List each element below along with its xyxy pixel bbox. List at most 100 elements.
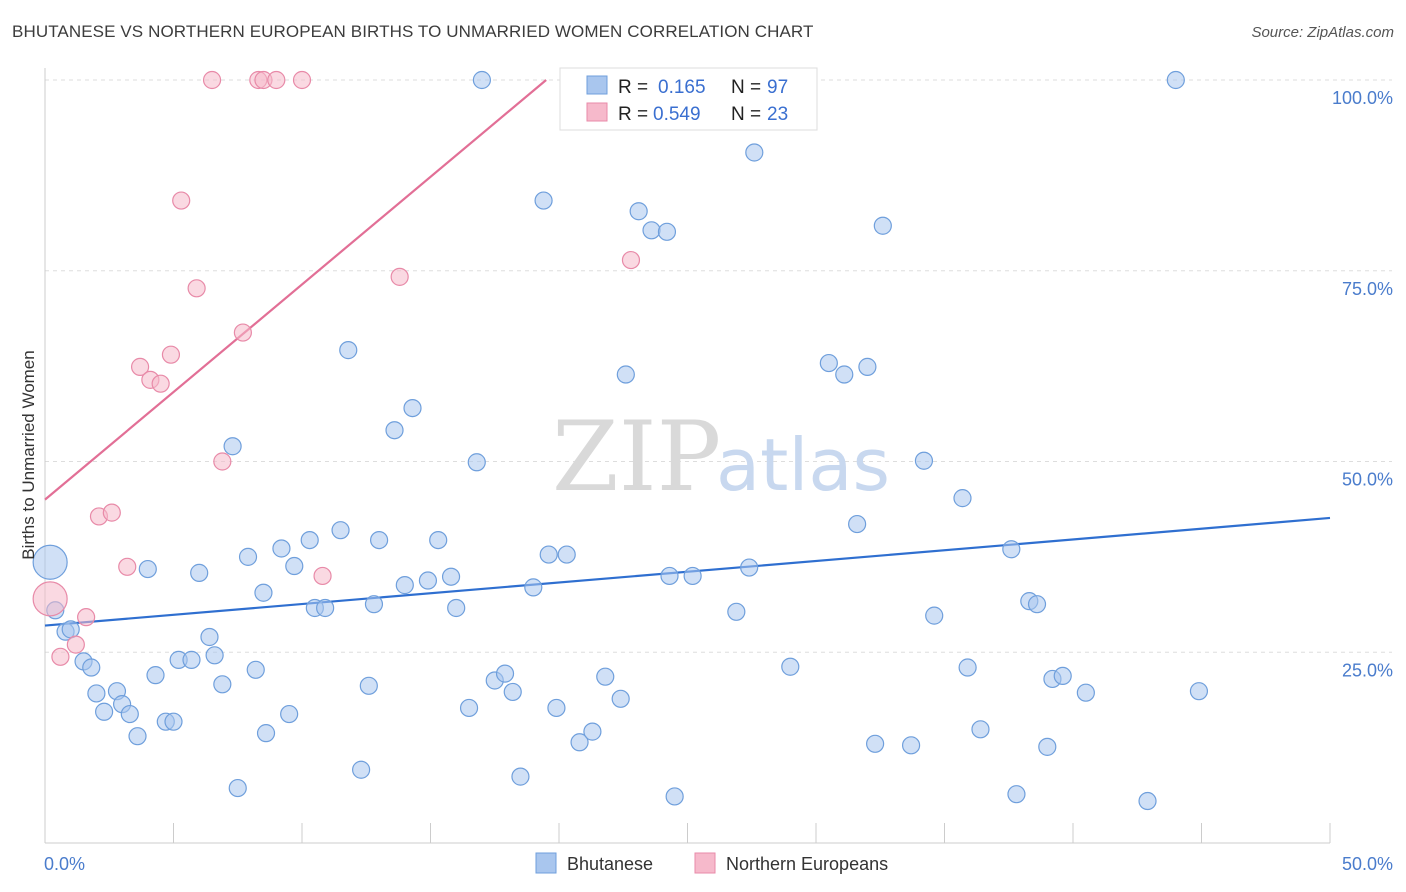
bhutanese-point [925, 606, 944, 625]
bhutanese-point [848, 514, 867, 534]
bhutanese-point [228, 778, 247, 798]
bhutanese-point [1038, 737, 1057, 756]
bhutanese-point [254, 583, 273, 602]
bhutanese-point [223, 437, 242, 456]
bhutanese-point [138, 559, 157, 579]
y-tick-label: 50.0% [1342, 470, 1393, 490]
axes [44, 68, 1331, 844]
bhutanese-point [660, 566, 679, 586]
bhutanese-point [120, 704, 139, 724]
bhutanese-point [272, 539, 291, 558]
bhutanese-point [570, 733, 589, 752]
x-tick-label-min: 0.0% [44, 854, 85, 874]
legend-n-value-2: 23 [767, 104, 788, 125]
source-label: Source: ZipAtlas.com [1251, 24, 1394, 41]
x-tick-labels: 0.0% 50.0% [44, 854, 1393, 874]
bhutanese-point [200, 627, 219, 647]
bhutanese-point [441, 567, 461, 586]
bhutanese-point [467, 453, 486, 472]
bottom-legend-northern-europeans: Northern Europeans [726, 854, 888, 874]
bhutanese-point [819, 353, 838, 373]
bhutanese-point [1138, 791, 1157, 811]
bhutanese-point [285, 556, 304, 576]
northern-european-point [313, 566, 332, 586]
bhutanese-point [511, 767, 530, 786]
y-tick-labels: 25.0% 50.0% 75.0% 100.0% [1332, 88, 1393, 680]
northern-european-point [51, 647, 70, 666]
bhutanese-point [866, 734, 885, 753]
northern-european-point [151, 374, 170, 393]
bhutanese-point [182, 650, 201, 669]
y-axis-label: Births to Unmarried Women [19, 350, 38, 559]
bhutanese-point [835, 365, 854, 384]
bhutanese-point [611, 689, 630, 708]
trend-line-northern-europeans [44, 79, 547, 501]
northern-european-point [172, 191, 191, 210]
bhutanese-point [61, 620, 80, 639]
trend-lines [44, 79, 1331, 627]
bhutanese-point [596, 667, 615, 686]
watermark-zip: ZIP [552, 401, 721, 513]
chart-title: BHUTANESE VS NORTHERN EUROPEAN BIRTHS TO… [12, 22, 814, 41]
northern-european-point [292, 70, 312, 90]
bhutanese-point [1053, 666, 1072, 686]
legend-n-label-1: N = [731, 77, 761, 98]
northern-european-point [130, 357, 150, 376]
bhutanese-point [128, 727, 147, 746]
bhutanese-point [364, 595, 384, 614]
bhutanese-point [395, 576, 414, 595]
northern-european-point [118, 557, 137, 576]
correlation-legend: R = 0.165 N = 97 R = 0.549 N = 23 [559, 67, 818, 131]
bhutanese-point [557, 545, 576, 564]
bhutanese-point [781, 657, 800, 676]
bhutanese-point [534, 191, 553, 210]
northern-european-point [66, 635, 85, 654]
bhutanese-point [642, 221, 661, 240]
bottom-swatch-northern-europeans [694, 852, 716, 874]
bhutanese-point [524, 578, 543, 597]
legend-r-label-2: R = [618, 104, 648, 125]
bhutanese-point [1076, 683, 1095, 702]
northern-european-point [233, 323, 252, 342]
bhutanese-point [370, 530, 389, 550]
bhutanese-point [95, 702, 114, 721]
bhutanese-point [547, 698, 566, 718]
bhutanese-point [745, 143, 764, 162]
bhutanese-point [901, 736, 921, 755]
northern-european-point [202, 70, 222, 90]
bhutanese-point [403, 398, 422, 418]
bhutanese-point [858, 357, 877, 376]
bhutanese-point [740, 558, 759, 577]
northern-european-point [77, 608, 96, 627]
bhutanese-point [316, 598, 335, 618]
bhutanese-point [657, 222, 677, 241]
bhutanese-point [459, 698, 479, 718]
bottom-legend-bhutanese: Bhutanese [567, 854, 653, 874]
bhutanese-point [1166, 70, 1185, 90]
legend-r-value-1: 0.165 [658, 77, 706, 98]
bhutanese-point [616, 365, 635, 384]
bottom-swatch-bhutanese [535, 852, 557, 874]
bhutanese-point [32, 544, 68, 580]
bhutanese-point [238, 547, 258, 566]
bhutanese-point [164, 712, 183, 731]
bhutanese-point [339, 341, 358, 360]
northern-european-points [32, 70, 641, 666]
bhutanese-point [665, 787, 684, 806]
northern-european-point [161, 345, 181, 364]
legend-r-label-1: R = [618, 77, 648, 98]
bhutanese-point [1002, 540, 1021, 559]
bhutanese-point [146, 666, 165, 685]
northern-european-point [621, 250, 641, 270]
bhutanese-point [447, 598, 466, 618]
bhutanese-point [539, 545, 558, 564]
bhutanese-point [583, 722, 602, 741]
bhutanese-point [256, 724, 276, 743]
northern-european-point [267, 70, 286, 90]
bhutanese-point [1027, 595, 1047, 614]
bhutanese-point [1189, 682, 1209, 701]
x-tick-label-max: 50.0% [1342, 854, 1393, 874]
legend-n-label-2: N = [731, 104, 761, 125]
bhutanese-point [629, 202, 648, 221]
